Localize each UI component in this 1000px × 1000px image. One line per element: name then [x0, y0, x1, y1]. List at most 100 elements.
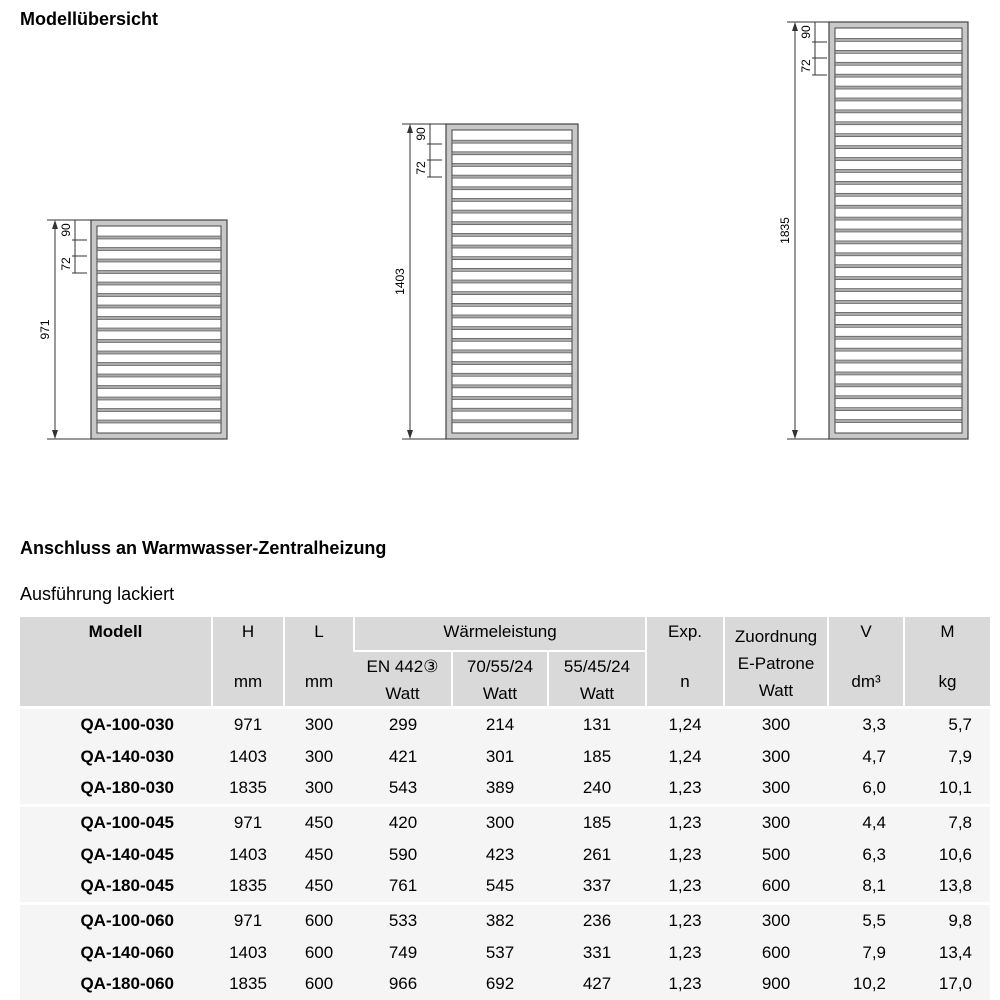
top-dimension-label: 90: [799, 25, 813, 39]
radiator-slat: [451, 163, 573, 167]
radiator-slat: [451, 407, 573, 412]
model-drawings: 90 72 971 90 72 1403 90 72 1835: [38, 21, 969, 440]
value-cell: 382: [452, 902, 548, 937]
col-70-55-24: 70/55/24 Watt: [451, 651, 548, 708]
value-cell: 240: [548, 772, 647, 806]
radiator-slat: [451, 396, 573, 400]
radiator-slat: [451, 244, 573, 249]
value-cell: 600: [724, 936, 829, 969]
radiator-slat: [834, 419, 963, 423]
value-cell: 427: [548, 968, 647, 1000]
radiator-slat: [451, 209, 573, 214]
overview-title: Modellübersicht: [20, 9, 159, 29]
top-dimension-label: 90: [414, 127, 428, 141]
value-cell: 420: [354, 804, 452, 839]
radiator-slat: [834, 359, 963, 364]
value-cell: 971: [212, 902, 284, 937]
value-cell: 4,4: [828, 804, 905, 839]
table-row: QA-140-045 1403 450 590 423 261 1,23 500 6,3 10,6: [20, 838, 991, 871]
radiator-slat: [451, 349, 573, 354]
value-cell: 300: [724, 902, 829, 937]
col-exp: Exp. n: [645, 617, 725, 708]
radiator-slat: [834, 371, 963, 376]
value-cell: 131: [548, 705, 647, 741]
value-cell: 7,9: [828, 936, 905, 969]
radiator-slat: [834, 145, 963, 149]
value-cell: 1,23: [646, 772, 725, 806]
pitch-dimension-label: 72: [59, 257, 73, 271]
value-cell: 3,3: [828, 705, 905, 741]
value-cell: 185: [548, 740, 647, 773]
height-dimension-label: 1403: [393, 268, 407, 295]
value-cell: 971: [212, 705, 284, 741]
radiator-slat: [834, 121, 963, 126]
model-cell: QA-140-030: [20, 740, 212, 773]
radiator-slat: [96, 316, 222, 320]
radiator-slat: [451, 151, 573, 156]
radiator-slat: [834, 383, 963, 388]
radiator-slat: [451, 419, 573, 424]
radiator-slat: [834, 97, 963, 102]
radiator-slat: [834, 323, 963, 328]
radiator-slat: [834, 407, 963, 411]
value-cell: 971: [212, 804, 284, 839]
radiator-slat: [834, 240, 963, 245]
subtitle: Ausführung lackiert: [20, 584, 175, 604]
radiator-slat: [96, 362, 222, 366]
value-cell: 1835: [212, 968, 284, 1000]
model-cell: QA-180-045: [20, 870, 212, 904]
radiator-slat: [96, 258, 222, 263]
radiator-slat: [96, 350, 222, 355]
model-cell: QA-100-030: [20, 705, 212, 741]
radiator-slat: [96, 373, 222, 378]
value-cell: 1,24: [646, 740, 725, 773]
radiator-slat: [451, 291, 573, 295]
radiator-slat: [834, 157, 963, 161]
radiator-slat: [834, 181, 963, 185]
radiator-slat: [834, 335, 963, 340]
height-dimension-label: 1835: [778, 217, 792, 244]
radiator-slat: [96, 235, 222, 240]
radiator-slat: [834, 312, 963, 316]
value-cell: 1403: [212, 936, 284, 969]
radiator-slat: [96, 247, 222, 251]
radiator-slat: [451, 372, 573, 377]
model-cell: QA-100-060: [20, 902, 212, 937]
radiator-slat: [834, 204, 963, 209]
col-modell: Modell: [20, 617, 212, 708]
value-cell: 4,7: [828, 740, 905, 773]
value-cell: 300: [724, 705, 829, 741]
radiator-slat: [96, 270, 222, 274]
radiator-slat: [96, 385, 222, 389]
value-cell: 236: [548, 902, 647, 937]
value-cell: 761: [354, 870, 452, 904]
radiator-slat: [451, 337, 573, 342]
value-cell: 389: [452, 772, 548, 806]
value-cell: 5,7: [904, 705, 991, 741]
radiator-slat: [834, 38, 963, 42]
value-cell: 1,23: [646, 902, 725, 937]
radiator-slat: [834, 395, 963, 400]
value-cell: 300: [724, 804, 829, 839]
radiator-slat: [834, 252, 963, 257]
table-row: QA-100-030 971 300 299 214 131 1,24 300 3,3 5,7: [20, 705, 991, 741]
model-cell: QA-140-045: [20, 838, 212, 871]
value-cell: 6,0: [828, 772, 905, 806]
table-row: QA-140-030 1403 300 421 301 185 1,24 300 4,7 7,9: [20, 740, 991, 773]
radiator-slat: [451, 268, 573, 272]
value-cell: 545: [452, 870, 548, 904]
radiator-slat: [834, 300, 963, 304]
value-cell: 6,3: [828, 838, 905, 871]
radiator-slat: [834, 264, 963, 269]
radiator-slat: [451, 361, 573, 365]
value-cell: 600: [284, 936, 354, 969]
value-cell: 1835: [212, 870, 284, 904]
pitch-dimension-label: 72: [414, 161, 428, 175]
radiator-slat: [834, 192, 963, 197]
radiator-slat: [834, 133, 963, 138]
value-cell: 301: [452, 740, 548, 773]
radiator-slat: [96, 327, 222, 332]
value-cell: 450: [284, 838, 354, 871]
col-en442: EN 442③ Watt: [354, 651, 452, 708]
